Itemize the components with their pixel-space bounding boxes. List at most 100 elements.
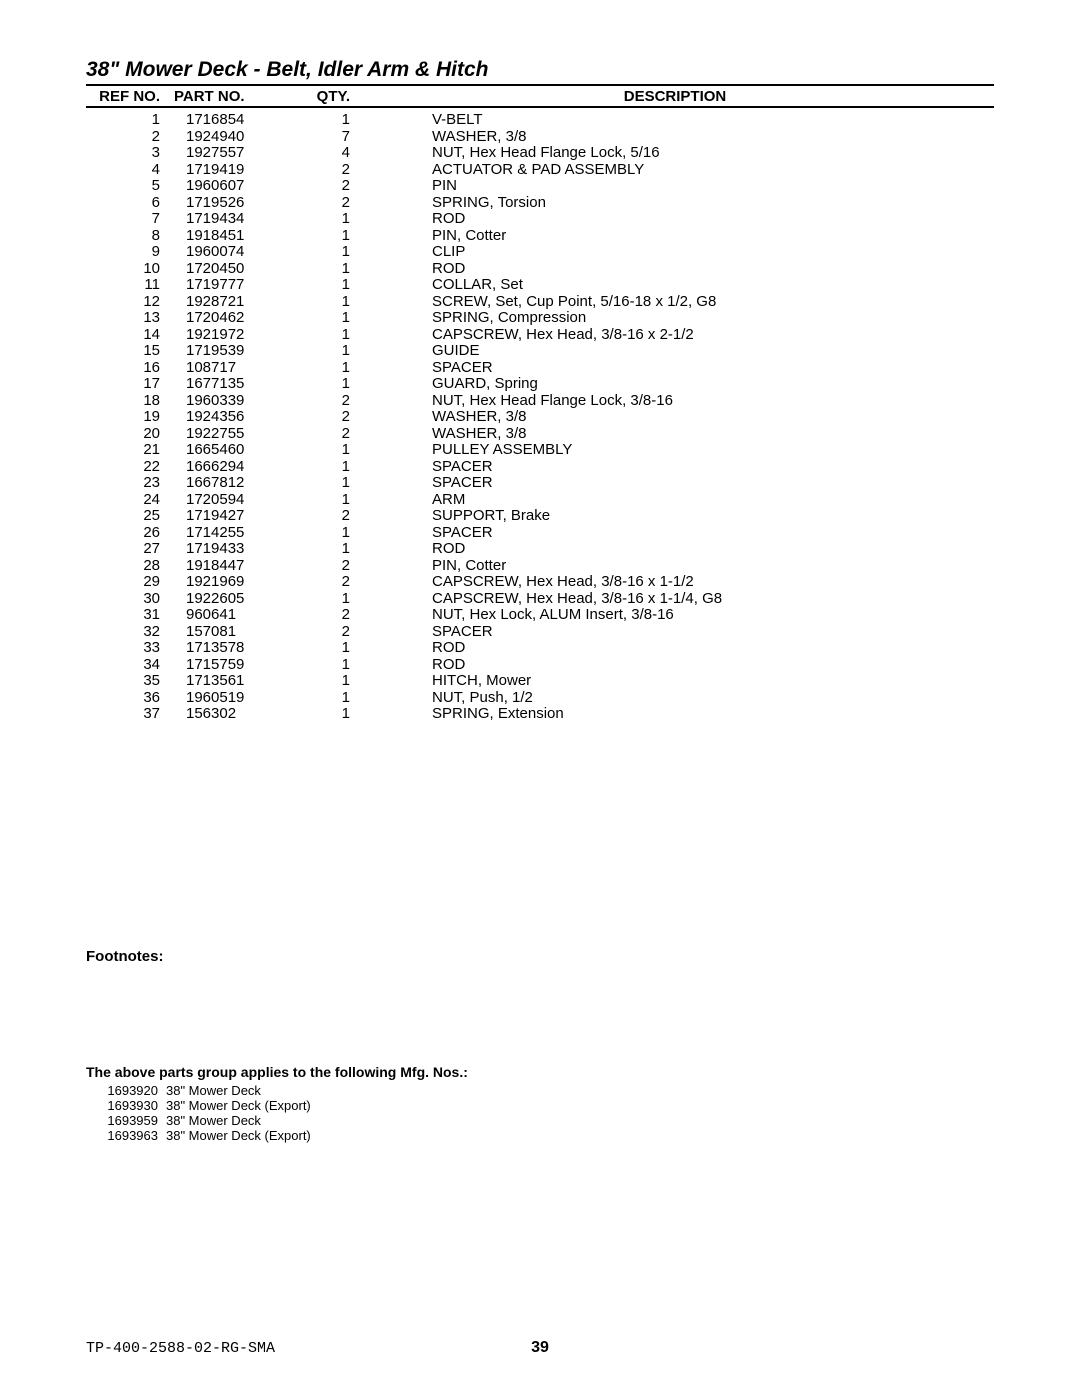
ref-cell: 33 — [86, 640, 166, 657]
qty-cell: 2 — [286, 178, 356, 195]
part-cell: 1719526 — [166, 195, 286, 212]
part-cell: 1720450 — [166, 261, 286, 278]
mfg-block: The above parts group applies to the fol… — [86, 1064, 468, 1144]
mfg-no: 1693963 — [86, 1129, 166, 1144]
part-cell: 1716854 — [166, 112, 286, 129]
part-cell: 1924940 — [166, 129, 286, 146]
qty-cell: 1 — [286, 591, 356, 608]
qty-cell: 2 — [286, 195, 356, 212]
ref-cell: 28 — [86, 558, 166, 575]
qty-cell: 2 — [286, 624, 356, 641]
qty-cell: 1 — [286, 690, 356, 707]
mfg-rows: 169392038" Mower Deck169393038" Mower De… — [86, 1084, 468, 1144]
desc-cell: ROD — [356, 541, 994, 558]
table-row: 1716771351GUARD, Spring — [86, 376, 994, 393]
table-row: 717194341ROD — [86, 211, 994, 228]
page-number: 39 — [0, 1339, 1080, 1357]
desc-cell: ROD — [356, 211, 994, 228]
qty-cell: 7 — [286, 129, 356, 146]
ref-cell: 14 — [86, 327, 166, 344]
ref-cell: 35 — [86, 673, 166, 690]
qty-cell: 1 — [286, 640, 356, 657]
part-cell: 1720462 — [166, 310, 286, 327]
desc-cell: NUT, Hex Head Flange Lock, 5/16 — [356, 145, 994, 162]
table-row: 3019226051CAPSCREW, Hex Head, 3/8-16 x 1… — [86, 591, 994, 608]
table-row: 2417205941ARM — [86, 492, 994, 509]
ref-cell: 12 — [86, 294, 166, 311]
part-cell: 1922605 — [166, 591, 286, 608]
table-row: 2819184472PIN, Cotter — [86, 558, 994, 575]
qty-cell: 1 — [286, 442, 356, 459]
table-row: 819184511PIN, Cotter — [86, 228, 994, 245]
table-row: 161087171SPACER — [86, 360, 994, 377]
part-cell: 1960339 — [166, 393, 286, 410]
mfg-row: 169395938" Mower Deck — [86, 1114, 468, 1129]
table-row: 1419219721CAPSCREW, Hex Head, 3/8-16 x 2… — [86, 327, 994, 344]
table-row: 3619605191NUT, Push, 1/2 — [86, 690, 994, 707]
ref-cell: 25 — [86, 508, 166, 525]
table-row: 3417157591ROD — [86, 657, 994, 674]
desc-cell: SPACER — [356, 475, 994, 492]
ref-cell: 3 — [86, 145, 166, 162]
desc-cell: ARM — [356, 492, 994, 509]
hdr-part: PART NO. — [166, 88, 286, 105]
qty-cell: 1 — [286, 706, 356, 723]
qty-cell: 2 — [286, 558, 356, 575]
ref-cell: 1 — [86, 112, 166, 129]
mfg-desc: 38" Mower Deck (Export) — [166, 1099, 468, 1114]
ref-cell: 2 — [86, 129, 166, 146]
part-cell: 1719434 — [166, 211, 286, 228]
desc-cell: CAPSCREW, Hex Head, 3/8-16 x 1-1/4, G8 — [356, 591, 994, 608]
ref-cell: 29 — [86, 574, 166, 591]
ref-cell: 36 — [86, 690, 166, 707]
part-cell: 1921969 — [166, 574, 286, 591]
ref-cell: 19 — [86, 409, 166, 426]
part-cell: 1918447 — [166, 558, 286, 575]
desc-cell: ROD — [356, 657, 994, 674]
table-row: 117168541V-BELT — [86, 112, 994, 129]
hdr-ref: REF NO. — [86, 88, 166, 105]
part-cell: 1719433 — [166, 541, 286, 558]
desc-cell: SUPPORT, Brake — [356, 508, 994, 525]
part-cell: 1928721 — [166, 294, 286, 311]
table-row: 1819603392NUT, Hex Head Flange Lock, 3/8… — [86, 393, 994, 410]
part-cell: 1719427 — [166, 508, 286, 525]
table-row: 1017204501ROD — [86, 261, 994, 278]
table-row: 2717194331ROD — [86, 541, 994, 558]
ref-cell: 26 — [86, 525, 166, 542]
mfg-no: 1693920 — [86, 1084, 166, 1099]
mfg-desc: 38" Mower Deck (Export) — [166, 1129, 468, 1144]
ref-cell: 10 — [86, 261, 166, 278]
table-row: 321570812SPACER — [86, 624, 994, 641]
ref-cell: 4 — [86, 162, 166, 179]
table-row: 919600741CLIP — [86, 244, 994, 261]
qty-cell: 2 — [286, 393, 356, 410]
desc-cell: PIN, Cotter — [356, 228, 994, 245]
qty-cell: 1 — [286, 310, 356, 327]
table-header: REF NO. PART NO. QTY. DESCRIPTION — [86, 88, 994, 108]
part-cell: 1924356 — [166, 409, 286, 426]
part-cell: 1719419 — [166, 162, 286, 179]
part-cell: 1713561 — [166, 673, 286, 690]
qty-cell: 2 — [286, 607, 356, 624]
table-row: 1317204621SPRING, Compression — [86, 310, 994, 327]
part-cell: 1927557 — [166, 145, 286, 162]
qty-cell: 1 — [286, 244, 356, 261]
part-cell: 1714255 — [166, 525, 286, 542]
part-cell: 156302 — [166, 706, 286, 723]
desc-cell: COLLAR, Set — [356, 277, 994, 294]
part-cell: 157081 — [166, 624, 286, 641]
ref-cell: 17 — [86, 376, 166, 393]
ref-cell: 27 — [86, 541, 166, 558]
ref-cell: 22 — [86, 459, 166, 476]
table-row: 2517194272SUPPORT, Brake — [86, 508, 994, 525]
qty-cell: 4 — [286, 145, 356, 162]
section-title: 38" Mower Deck - Belt, Idler Arm & Hitch — [86, 58, 994, 86]
table-row: 2216662941SPACER — [86, 459, 994, 476]
desc-cell: NUT, Push, 1/2 — [356, 690, 994, 707]
qty-cell: 1 — [286, 492, 356, 509]
qty-cell: 1 — [286, 211, 356, 228]
mfg-desc: 38" Mower Deck — [166, 1084, 468, 1099]
ref-cell: 13 — [86, 310, 166, 327]
qty-cell: 1 — [286, 541, 356, 558]
